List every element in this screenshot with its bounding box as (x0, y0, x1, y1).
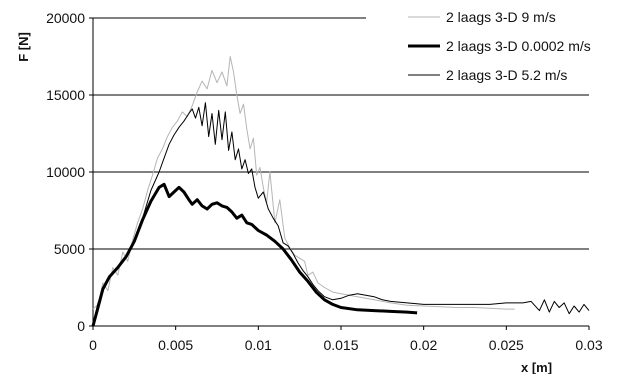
x-tick-label-3: 0.015 (323, 337, 358, 353)
x-tick-label-6: 0.03 (575, 337, 602, 353)
tick-labels: 0 5000 10000 15000 20000 0 0.005 0.01 0.015 0.02 0… (46, 10, 603, 353)
y-tick-label-2: 10000 (46, 164, 85, 180)
x-axis-label: x [m] (521, 360, 552, 374)
legend-bg-1 (366, 34, 632, 54)
series-line-2 (92, 102, 590, 325)
legend-label-2: 2 laags 3-D 5.2 m/s (446, 67, 567, 83)
legend: 2 laags 3-D 9 m/s 2 laags 3-D 0.0002 m/s 2… (366, 5, 632, 83)
x-tick-label-0: 0 (89, 337, 97, 353)
series-line-1 (91, 182, 418, 327)
series-line-0 (92, 56, 515, 310)
axes (89, 17, 590, 330)
x-tick-label-1: 0.005 (158, 337, 193, 353)
y-tick-label-3: 15000 (46, 87, 85, 103)
legend-bg-2 (366, 63, 632, 83)
legend-label-1: 2 laags 3-D 0.0002 m/s (446, 38, 591, 54)
x-tick-label-5: 0.025 (489, 337, 524, 353)
y-tick-label-4: 20000 (46, 10, 85, 26)
legend-bg-0 (366, 5, 632, 25)
y-axis-label: F [N] (16, 32, 31, 62)
x-tick-label-4: 0.02 (410, 337, 437, 353)
x-tick-label-2: 0.01 (245, 337, 272, 353)
series-lines (91, 56, 590, 327)
y-tick-label-0: 0 (77, 318, 85, 334)
y-tick-label-1: 5000 (54, 241, 85, 257)
legend-label-0: 2 laags 3-D 9 m/s (446, 9, 556, 25)
